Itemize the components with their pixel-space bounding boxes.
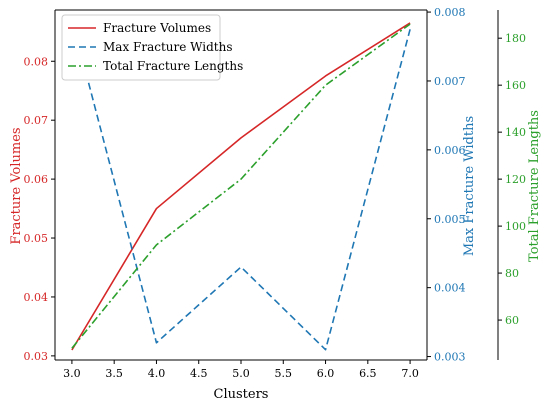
left-tick-label: 0.04 bbox=[24, 291, 49, 304]
left-tick-label: 0.08 bbox=[24, 55, 49, 68]
x-tick-label: 4.5 bbox=[190, 367, 208, 380]
right2-tick-label: 60 bbox=[505, 314, 519, 327]
right2-tick-label: 160 bbox=[505, 79, 526, 92]
series-line-total-fracture-lengths bbox=[71, 23, 411, 349]
right2-axis: 60 80 100 120 140 160 180 bbox=[497, 10, 526, 360]
x-axis: 3.0 3.5 4.0 4.5 5.0 5.5 6.0 6.5 7.0 bbox=[63, 360, 419, 380]
right1-tick-label: 0.003 bbox=[434, 351, 466, 364]
right2-tick-label: 80 bbox=[505, 267, 519, 280]
series-line-fracture-volumes bbox=[71, 22, 411, 351]
x-tick-label: 7.0 bbox=[401, 367, 419, 380]
legend-label-fracture-volumes: Fracture Volumes bbox=[103, 21, 211, 35]
right1-tick-label: 0.006 bbox=[434, 144, 466, 157]
x-tick-label: 3.0 bbox=[63, 367, 81, 380]
x-tick-label: 6.5 bbox=[359, 367, 377, 380]
right1-axis: 0.003 0.004 0.005 0.006 0.007 0.008 bbox=[427, 6, 466, 364]
right2-axis-title: Total Fracture Lengths bbox=[527, 110, 542, 262]
right2-tick-label: 140 bbox=[505, 126, 526, 139]
right2-tick-label: 180 bbox=[505, 32, 526, 45]
legend: Fracture Volumes Max Fracture Widths Tot… bbox=[61, 14, 243, 81]
legend-label-max-fracture-widths: Max Fracture Widths bbox=[103, 40, 233, 54]
legend-box bbox=[61, 14, 221, 81]
right2-tick-label: 120 bbox=[505, 173, 526, 186]
right1-tick-label: 0.005 bbox=[434, 213, 466, 226]
right1-tick-label: 0.007 bbox=[434, 75, 466, 88]
left-tick-label: 0.05 bbox=[24, 232, 49, 245]
x-tick-label: 3.5 bbox=[105, 367, 123, 380]
right1-tick-label: 0.004 bbox=[434, 282, 466, 295]
x-tick-label: 5.5 bbox=[275, 367, 293, 380]
right1-axis-title: Max Fracture Widths bbox=[462, 116, 477, 256]
left-tick-label: 0.07 bbox=[24, 114, 49, 127]
series-line-max-fracture-widths bbox=[71, 18, 411, 351]
x-tick-label: 5.0 bbox=[232, 367, 250, 380]
series-layer bbox=[71, 18, 411, 351]
right2-tick-label: 100 bbox=[505, 220, 526, 233]
x-tick-label: 6.0 bbox=[317, 367, 335, 380]
left-axis-title: Fracture Volumes bbox=[9, 127, 24, 244]
left-tick-label: 0.06 bbox=[24, 173, 49, 186]
x-tick-label: 4.0 bbox=[148, 367, 166, 380]
left-tick-label: 0.03 bbox=[24, 350, 49, 363]
plot-frame bbox=[54, 9, 428, 361]
left-axis: 0.03 0.04 0.05 0.06 0.07 0.08 bbox=[24, 55, 55, 363]
legend-label-total-fracture-lengths: Total Fracture Lengths bbox=[103, 59, 243, 73]
x-axis-title: Clusters bbox=[214, 387, 269, 402]
right1-tick-label: 0.008 bbox=[434, 6, 466, 19]
